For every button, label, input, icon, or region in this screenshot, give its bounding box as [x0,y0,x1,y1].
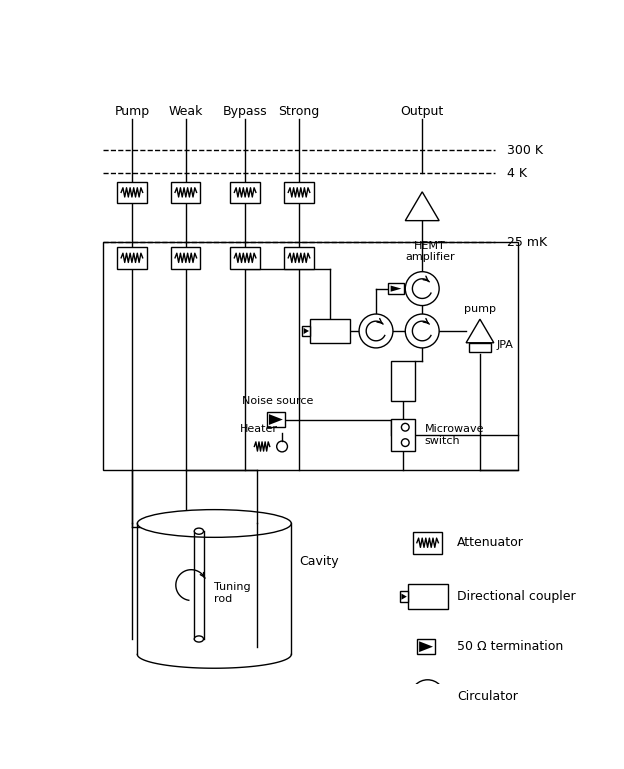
Circle shape [276,441,288,452]
Bar [230,247,260,268]
Polygon shape [269,414,283,425]
Ellipse shape [137,510,291,538]
Text: Strong: Strong [278,105,319,118]
Text: Directional coupler: Directional coupler [457,590,575,603]
Circle shape [405,314,439,348]
Bar [391,419,414,451]
Text: Microwave
switch: Microwave switch [424,424,484,446]
Bar [285,247,314,268]
Polygon shape [391,285,401,291]
Text: Cavity: Cavity [299,555,339,568]
Bar [171,181,200,203]
Bar [400,591,407,602]
Text: 300 K: 300 K [507,144,543,157]
Text: JPA: JPA [497,340,514,350]
Text: 4 K: 4 K [507,167,527,180]
Text: Weak: Weak [168,105,203,118]
Text: Heater: Heater [240,424,278,434]
Text: 25 mK: 25 mK [507,236,547,249]
Bar [171,247,200,268]
Polygon shape [304,328,309,334]
Polygon shape [466,319,494,343]
Bar [310,318,350,343]
Text: Output: Output [401,105,444,118]
Bar [417,639,436,654]
Text: Bypass: Bypass [223,105,268,118]
Circle shape [401,424,409,431]
Bar [407,584,447,609]
Bar [302,325,310,336]
Text: pump: pump [464,304,496,314]
Circle shape [401,439,409,447]
Circle shape [359,314,393,348]
Polygon shape [419,641,433,652]
Bar [117,247,147,268]
Polygon shape [401,594,407,600]
Bar [230,181,260,203]
Ellipse shape [194,528,203,534]
Ellipse shape [194,636,203,642]
Circle shape [405,271,439,305]
Bar [413,532,442,554]
Circle shape [411,680,444,714]
Bar [266,412,285,428]
Text: Circulator: Circulator [457,691,518,703]
Bar [117,181,147,203]
Bar [391,361,414,401]
Text: Noise source: Noise source [241,396,313,406]
Polygon shape [405,191,439,221]
Text: Attenuator: Attenuator [457,536,524,549]
Bar [388,283,404,294]
Text: Tuning
rod: Tuning rod [214,582,251,604]
Text: HEMT
amplifier: HEMT amplifier [405,241,455,262]
Text: Pump: Pump [114,105,150,118]
Text: 50 Ω termination: 50 Ω termination [457,640,563,653]
Bar [103,242,519,470]
Bar [469,343,490,352]
Bar [285,181,314,203]
